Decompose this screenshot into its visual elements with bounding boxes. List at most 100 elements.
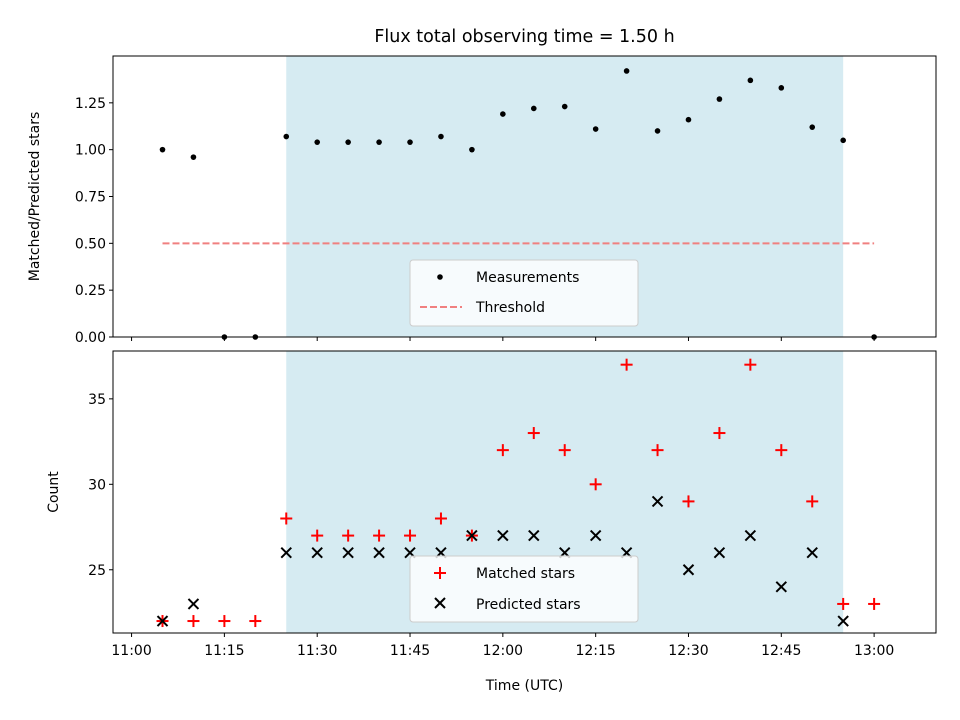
measurement-point [592, 126, 599, 132]
legend-matched-marker [434, 567, 446, 579]
measurement-point [376, 139, 382, 145]
matched-star-marker [373, 529, 386, 542]
matched-star-marker [404, 529, 417, 542]
bottom-y-tick-label: 25 [88, 563, 106, 579]
predicted-star-marker [775, 581, 788, 593]
predicted-star-marker [187, 598, 200, 610]
matched-star-marker [775, 444, 788, 457]
top-y-tick-label: 0.00 [75, 330, 106, 346]
top-chart-title: Flux total observing time = 1.50 h [374, 27, 674, 47]
measurement-point [345, 139, 351, 145]
matched-star-marker [868, 597, 881, 610]
matched-star-marker [651, 444, 664, 457]
measurement-point [716, 96, 723, 102]
measurement-point [438, 133, 444, 140]
predicted-star-marker [156, 615, 169, 627]
predicted-star-marker [589, 529, 602, 542]
matched-star-marker [342, 529, 355, 542]
x-axis-label: Time (UTC) [485, 678, 563, 694]
matched-star-marker [558, 444, 571, 457]
measurement-point [500, 111, 506, 117]
predicted-star-marker [342, 546, 354, 559]
measurement-point [190, 154, 197, 160]
top-legend: Measurements Threshold [409, 259, 639, 327]
predicted-star-marker [528, 529, 540, 542]
x-tick-label: 12:45 [761, 643, 801, 659]
measurement-point [623, 68, 630, 74]
matched-star-marker [187, 615, 200, 628]
bottom-legend: Matched stars Predicted stars [409, 555, 639, 623]
predicted-star-marker [806, 546, 818, 559]
x-tick-label: 11:45 [390, 643, 430, 659]
matched-star-marker [620, 358, 633, 371]
matched-star-marker [249, 615, 262, 628]
matched-star-marker [311, 529, 324, 542]
top-y-axis-label: Matched/Predicted stars [27, 112, 43, 282]
predicted-star-marker [311, 546, 323, 559]
bottom-legend-box [409, 555, 639, 623]
matched-star-marker [713, 427, 726, 440]
x-tick-label: 12:30 [668, 643, 708, 659]
top-y-tick-label: 0.50 [75, 236, 106, 252]
predicted-star-marker [373, 546, 385, 559]
measurement-point [747, 77, 754, 84]
top-y-tick-label: 1.25 [75, 96, 106, 112]
bottom-plot-frame [112, 350, 937, 634]
matched-star-marker [744, 358, 757, 371]
x-tick-label: 12:00 [483, 643, 523, 659]
legend-measurements-label: Measurements [476, 270, 579, 286]
bottom-y-tick-label: 30 [88, 477, 106, 493]
matched-star-marker [280, 512, 293, 525]
predicted-star-marker [713, 546, 726, 559]
top-y-tick-label: 0.75 [75, 190, 106, 206]
top-markers [159, 68, 877, 340]
measurement-point [159, 146, 166, 153]
top-y-tick-label: 1.00 [75, 143, 106, 159]
measurement-point [561, 103, 568, 110]
predicted-star-marker [837, 615, 849, 627]
measurement-point [809, 124, 816, 130]
matched-star-marker [218, 615, 231, 628]
legend-predicted-label: Predicted stars [476, 597, 581, 613]
measurement-point [469, 146, 475, 153]
measurement-point [654, 128, 661, 134]
predicted-star-marker [744, 529, 757, 542]
x-tick-label: 13:00 [854, 643, 894, 659]
measurement-point [530, 105, 537, 112]
matched-star-marker [527, 427, 540, 440]
top-chart: 0.00 0.25 0.50 0.75 1.00 1.25 Flux total obse… [27, 27, 937, 346]
measurement-point [840, 137, 846, 144]
top-legend-box [409, 259, 639, 327]
matched-star-marker [806, 495, 819, 508]
legend-threshold-label: Threshold [475, 300, 545, 316]
predicted-star-marker [466, 529, 478, 542]
measurement-point [407, 139, 413, 145]
predicted-star-marker [280, 546, 292, 559]
measurement-point [314, 139, 321, 145]
legend-predicted-marker [434, 597, 446, 609]
predicted-star-marker [651, 495, 664, 508]
matched-star-marker [434, 512, 447, 525]
measurement-point [685, 116, 692, 123]
measurement-point [778, 85, 785, 91]
top-y-ticks: 0.00 0.25 0.50 0.75 1.00 1.25 [75, 96, 113, 346]
matched-star-marker [496, 444, 509, 457]
bottom-chart: 25 30 35 11:00 11:15 11:30 11:45 12:00 12:15 12:… [46, 350, 937, 694]
bottom-y-ticks: 25 30 35 [88, 392, 113, 579]
predicted-star-marker [682, 564, 695, 576]
predicted-star-marker [497, 529, 509, 542]
bottom-x-ticks: 11:00 11:15 11:30 11:45 12:00 12:15 12:30 12:45… [111, 633, 894, 659]
top-y-tick-label: 0.25 [75, 283, 106, 299]
matched-star-marker [837, 597, 850, 610]
x-tick-label: 11:15 [204, 643, 244, 659]
matched-star-marker [682, 495, 695, 508]
matched-star-marker [589, 478, 602, 491]
bottom-y-tick-label: 35 [88, 392, 106, 408]
bottom-y-axis-label: Count [46, 471, 62, 513]
x-tick-label: 11:30 [297, 643, 337, 659]
legend-measurements-marker [437, 274, 443, 280]
measurement-point [283, 133, 290, 140]
top-x-ticks [131, 337, 875, 341]
legend-matched-label: Matched stars [476, 566, 575, 582]
